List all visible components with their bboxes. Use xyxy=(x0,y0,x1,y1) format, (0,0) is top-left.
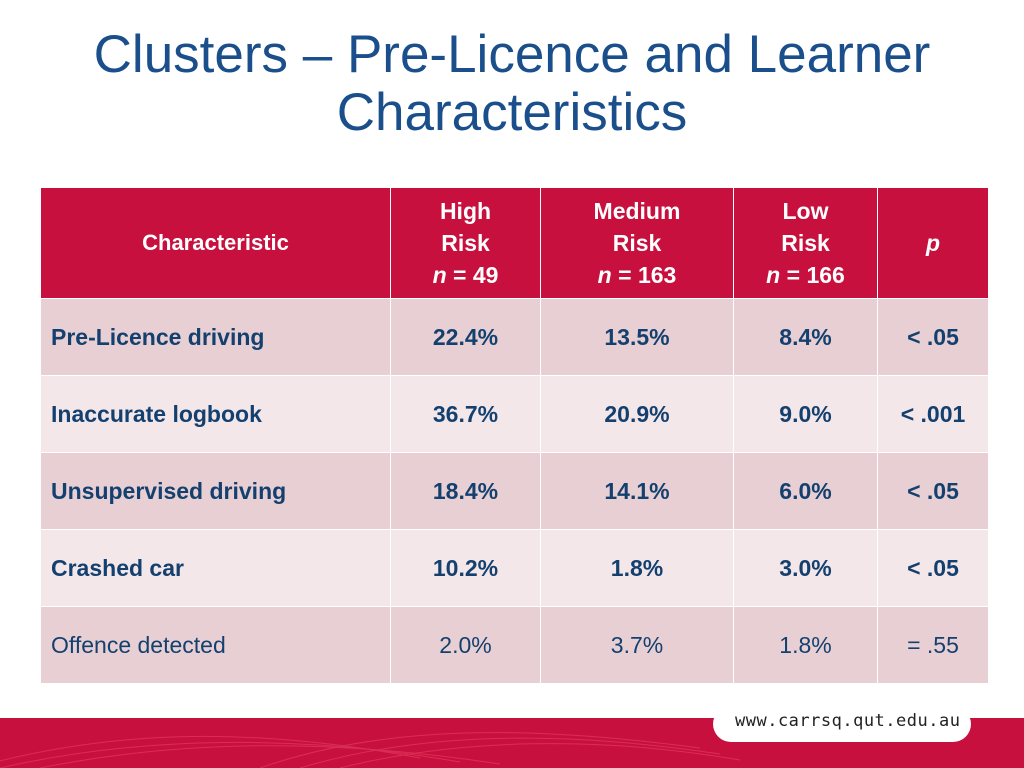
header-low-n-value: = 166 xyxy=(786,262,845,288)
url-pill xyxy=(713,706,971,742)
cell-medium-risk: 1.8% xyxy=(540,529,734,607)
slide-title-line-1: Clusters – Pre-Licence and Learner xyxy=(93,25,931,84)
header-high-n-label: n xyxy=(432,262,447,288)
header-high-line2: Risk xyxy=(441,230,490,256)
header-high-line1: High xyxy=(439,198,492,224)
cell-medium-risk: 20.9% xyxy=(540,375,734,453)
header-high-n: n = 49 xyxy=(391,259,540,291)
header-low-n-label: n xyxy=(766,262,781,288)
table-row: Inaccurate logbook 36.7% 20.9% 9.0% < .0… xyxy=(40,375,989,453)
header-medium-n: n = 163 xyxy=(541,259,733,291)
header-medium-line1: Medium xyxy=(593,198,681,224)
cell-high-risk: 10.2% xyxy=(390,529,541,607)
header-high-n-value: = 49 xyxy=(453,262,499,288)
header-medium-n-value: = 163 xyxy=(618,262,677,288)
cell-medium-risk: 3.7% xyxy=(540,606,734,684)
header-high-risk: High Risk n = 49 xyxy=(390,187,541,299)
slide-title-line-2: Characteristics xyxy=(336,83,688,142)
table-row: Offence detected 2.0% 3.7% 1.8% = .55 xyxy=(40,606,989,684)
cell-medium-risk: 13.5% xyxy=(540,298,734,376)
table-header-row: Characteristic High Risk n = 49 Medium R… xyxy=(40,187,989,299)
cell-high-risk: 22.4% xyxy=(390,298,541,376)
header-low-line1: Low xyxy=(782,198,829,224)
website-url[interactable]: www.carrsq.qut.edu.au xyxy=(735,711,961,731)
page-number: 14 xyxy=(944,728,959,743)
header-characteristic: Characteristic xyxy=(40,187,391,299)
table-row: Pre-Licence driving 22.4% 13.5% 8.4% < .… xyxy=(40,298,989,376)
header-medium-line2: Risk xyxy=(612,230,662,256)
cell-low-risk: 9.0% xyxy=(733,375,878,453)
header-low-risk: Low Risk n = 166 xyxy=(733,187,878,299)
cell-characteristic: Unsupervised driving xyxy=(40,452,391,530)
header-medium-risk: Medium Risk n = 163 xyxy=(540,187,734,299)
cell-high-risk: 2.0% xyxy=(390,606,541,684)
cell-characteristic: Pre-Licence driving xyxy=(40,298,391,376)
cell-characteristic: Crashed car xyxy=(40,529,391,607)
cell-low-risk: 8.4% xyxy=(733,298,878,376)
table-row: Crashed car 10.2% 1.8% 3.0% < .05 xyxy=(40,529,989,607)
header-medium-n-label: n xyxy=(597,262,612,288)
cell-low-risk: 1.8% xyxy=(733,606,878,684)
header-low-line2: Risk xyxy=(781,230,830,256)
cell-p-value: < .05 xyxy=(877,452,989,530)
cell-low-risk: 6.0% xyxy=(733,452,878,530)
cell-high-risk: 18.4% xyxy=(390,452,541,530)
cell-p-value: < .05 xyxy=(877,298,989,376)
cell-p-value: < .05 xyxy=(877,529,989,607)
slide-title: Clusters – Pre-Licence and Learner Chara… xyxy=(0,26,1024,142)
footer-swoosh-decoration xyxy=(0,732,741,768)
header-p-value: p xyxy=(877,187,989,299)
header-low-n: n = 166 xyxy=(734,259,877,291)
cell-medium-risk: 14.1% xyxy=(540,452,734,530)
cell-p-value: < .001 xyxy=(877,375,989,453)
characteristics-table: Characteristic High Risk n = 49 Medium R… xyxy=(40,187,989,684)
cell-low-risk: 3.0% xyxy=(733,529,878,607)
cell-characteristic: Offence detected xyxy=(40,606,391,684)
cell-characteristic: Inaccurate logbook xyxy=(40,375,391,453)
cell-p-value: = .55 xyxy=(877,606,989,684)
cell-high-risk: 36.7% xyxy=(390,375,541,453)
table-row: Unsupervised driving 18.4% 14.1% 6.0% < … xyxy=(40,452,989,530)
